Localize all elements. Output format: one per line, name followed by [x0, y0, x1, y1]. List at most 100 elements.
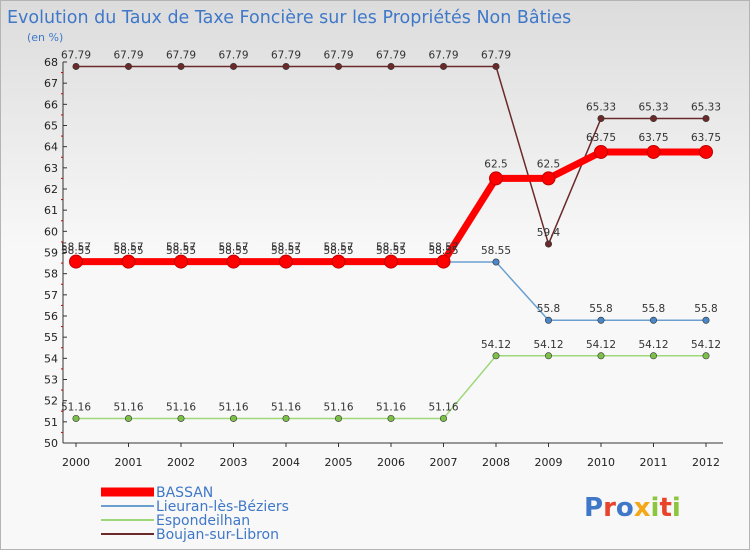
data-point-boujan-sur-libron	[334, 62, 342, 70]
x-tick-label: 2012	[692, 456, 720, 469]
axes: 50 51 52 53 54 55 56 57 58 59 60 61 62 63 64 65 66 67 68 20…	[44, 56, 723, 469]
logo-letter: i	[651, 493, 660, 523]
data-point-boujan-sur-libron	[72, 62, 80, 70]
data-point-bassan	[699, 144, 713, 159]
data-point-espondeilhan	[597, 352, 605, 360]
logo-letter: t	[659, 493, 671, 523]
y-tick-label: 58	[44, 268, 58, 281]
data-point-espondeilhan	[282, 414, 290, 422]
data-point-boujan-sur-libron	[649, 115, 657, 123]
y-tick-label: 53	[44, 374, 58, 387]
data-label-bassan: 58.57	[166, 242, 196, 254]
data-label-bassan: 58.57	[428, 242, 458, 254]
logo-letter: x	[634, 493, 651, 523]
logo-letter: i	[672, 493, 681, 523]
data-point-boujan-sur-libron	[387, 62, 395, 70]
data-label-espondeilhan: 51.16	[61, 401, 91, 413]
proxiti-logo: Proxiti	[584, 493, 681, 523]
data-point-lieuran-les-beziers	[649, 316, 657, 324]
data-label-espondeilhan: 51.16	[166, 401, 196, 413]
data-point-boujan-sur-libron	[439, 62, 447, 70]
data-point-boujan-sur-libron	[177, 62, 185, 70]
x-tick-label: 2000	[62, 456, 90, 469]
data-label-boujan-sur-libron: 67.79	[271, 49, 301, 61]
data-label-boujan-sur-libron: 67.79	[428, 49, 458, 61]
data-label-boujan-sur-libron: 65.33	[691, 102, 721, 114]
data-point-bassan	[331, 254, 346, 269]
data-point-espondeilhan	[649, 352, 657, 360]
data-label-boujan-sur-libron: 59.4	[537, 227, 561, 239]
logo-letter: r	[603, 493, 616, 523]
data-label-boujan-sur-libron: 65.33	[586, 102, 616, 114]
data-label-bassan: 63.75	[586, 132, 616, 144]
data-label-bassan: 63.75	[638, 132, 668, 144]
unit-label: (en %)	[27, 31, 63, 44]
data-point-lieuran-les-beziers	[702, 316, 710, 324]
x-tick-label: 2008	[482, 456, 510, 469]
data-label-lieuran-les-beziers: 55.8	[589, 303, 612, 315]
data-point-bassan	[436, 254, 451, 269]
data-label-lieuran-les-beziers: 58.55	[218, 245, 248, 257]
data-point-lieuran-les-beziers	[492, 258, 500, 266]
y-tick-label: 67	[44, 77, 58, 90]
data-label-boujan-sur-libron: 67.79	[113, 49, 143, 61]
data-point-espondeilhan	[492, 352, 500, 360]
x-tick-label: 2007	[430, 456, 458, 469]
data-point-espondeilhan	[72, 414, 80, 422]
legend-item: BASSAN	[156, 485, 213, 501]
y-tick-label: 63	[44, 162, 58, 175]
data-point-boujan-sur-libron	[230, 62, 238, 70]
data-label-espondeilhan: 54.12	[481, 339, 511, 351]
x-tick-label: 2009	[535, 456, 563, 469]
data-point-bassan	[384, 254, 398, 269]
data-label-espondeilhan: 54.12	[586, 339, 616, 351]
data-label-lieuran-les-beziers: 55.8	[642, 303, 665, 315]
data-point-espondeilhan	[177, 414, 185, 422]
y-tick-label: 59	[44, 247, 58, 260]
data-label-espondeilhan: 51.16	[323, 401, 353, 413]
legend-item: Lieuran-lès-Béziers	[156, 499, 289, 515]
data-label-lieuran-les-beziers: 58.55	[428, 245, 458, 257]
legend-item: Boujan-sur-Libron	[156, 527, 279, 543]
data-point-boujan-sur-libron	[702, 115, 710, 123]
data-point-espondeilhan	[439, 414, 447, 422]
data-label-bassan: 62.5	[537, 158, 560, 170]
data-label-lieuran-les-beziers: 58.55	[323, 245, 353, 257]
x-tick-label: 2005	[325, 456, 353, 469]
data-point-bassan	[541, 171, 556, 186]
data-point-boujan-sur-libron	[597, 115, 605, 123]
data-point-espondeilhan	[544, 352, 552, 360]
y-tick-label: 56	[44, 310, 58, 323]
data-label-lieuran-les-beziers: 58.55	[166, 245, 196, 257]
x-tick-label: 2010	[587, 456, 615, 469]
data-point-lieuran-les-beziers	[544, 316, 552, 324]
data-label-espondeilhan: 54.12	[638, 339, 668, 351]
y-tick-label: 51	[44, 416, 58, 429]
data-label-lieuran-les-beziers: 55.8	[694, 303, 717, 315]
data-point-boujan-sur-libron	[492, 62, 500, 70]
data-point-bassan	[279, 254, 293, 269]
data-label-lieuran-les-beziers: 58.55	[113, 245, 143, 257]
x-tick-label: 2004	[272, 456, 300, 469]
data-label-boujan-sur-libron: 67.79	[323, 49, 353, 61]
data-label-espondeilhan: 54.12	[533, 339, 563, 351]
data-label-espondeilhan: 51.16	[113, 401, 143, 413]
data-point-bassan	[489, 171, 503, 186]
data-label-bassan: 58.57	[61, 242, 91, 254]
data-point-espondeilhan	[387, 414, 395, 422]
y-tick-label: 62	[44, 183, 58, 196]
x-tick-label: 2002	[167, 456, 195, 469]
data-point-boujan-sur-libron	[282, 62, 290, 70]
data-label-bassan: 62.5	[484, 158, 507, 170]
data-point-bassan	[69, 254, 83, 269]
x-tick-label: 2001	[115, 456, 143, 469]
data-point-bassan	[226, 254, 241, 269]
data-point-lieuran-les-beziers	[597, 316, 605, 324]
y-tick-label: 55	[44, 331, 58, 344]
data-label-boujan-sur-libron: 67.79	[61, 49, 91, 61]
data-point-bassan	[646, 144, 661, 159]
legend-item: Espondeilhan	[156, 513, 250, 529]
data-point-boujan-sur-libron	[544, 240, 552, 248]
